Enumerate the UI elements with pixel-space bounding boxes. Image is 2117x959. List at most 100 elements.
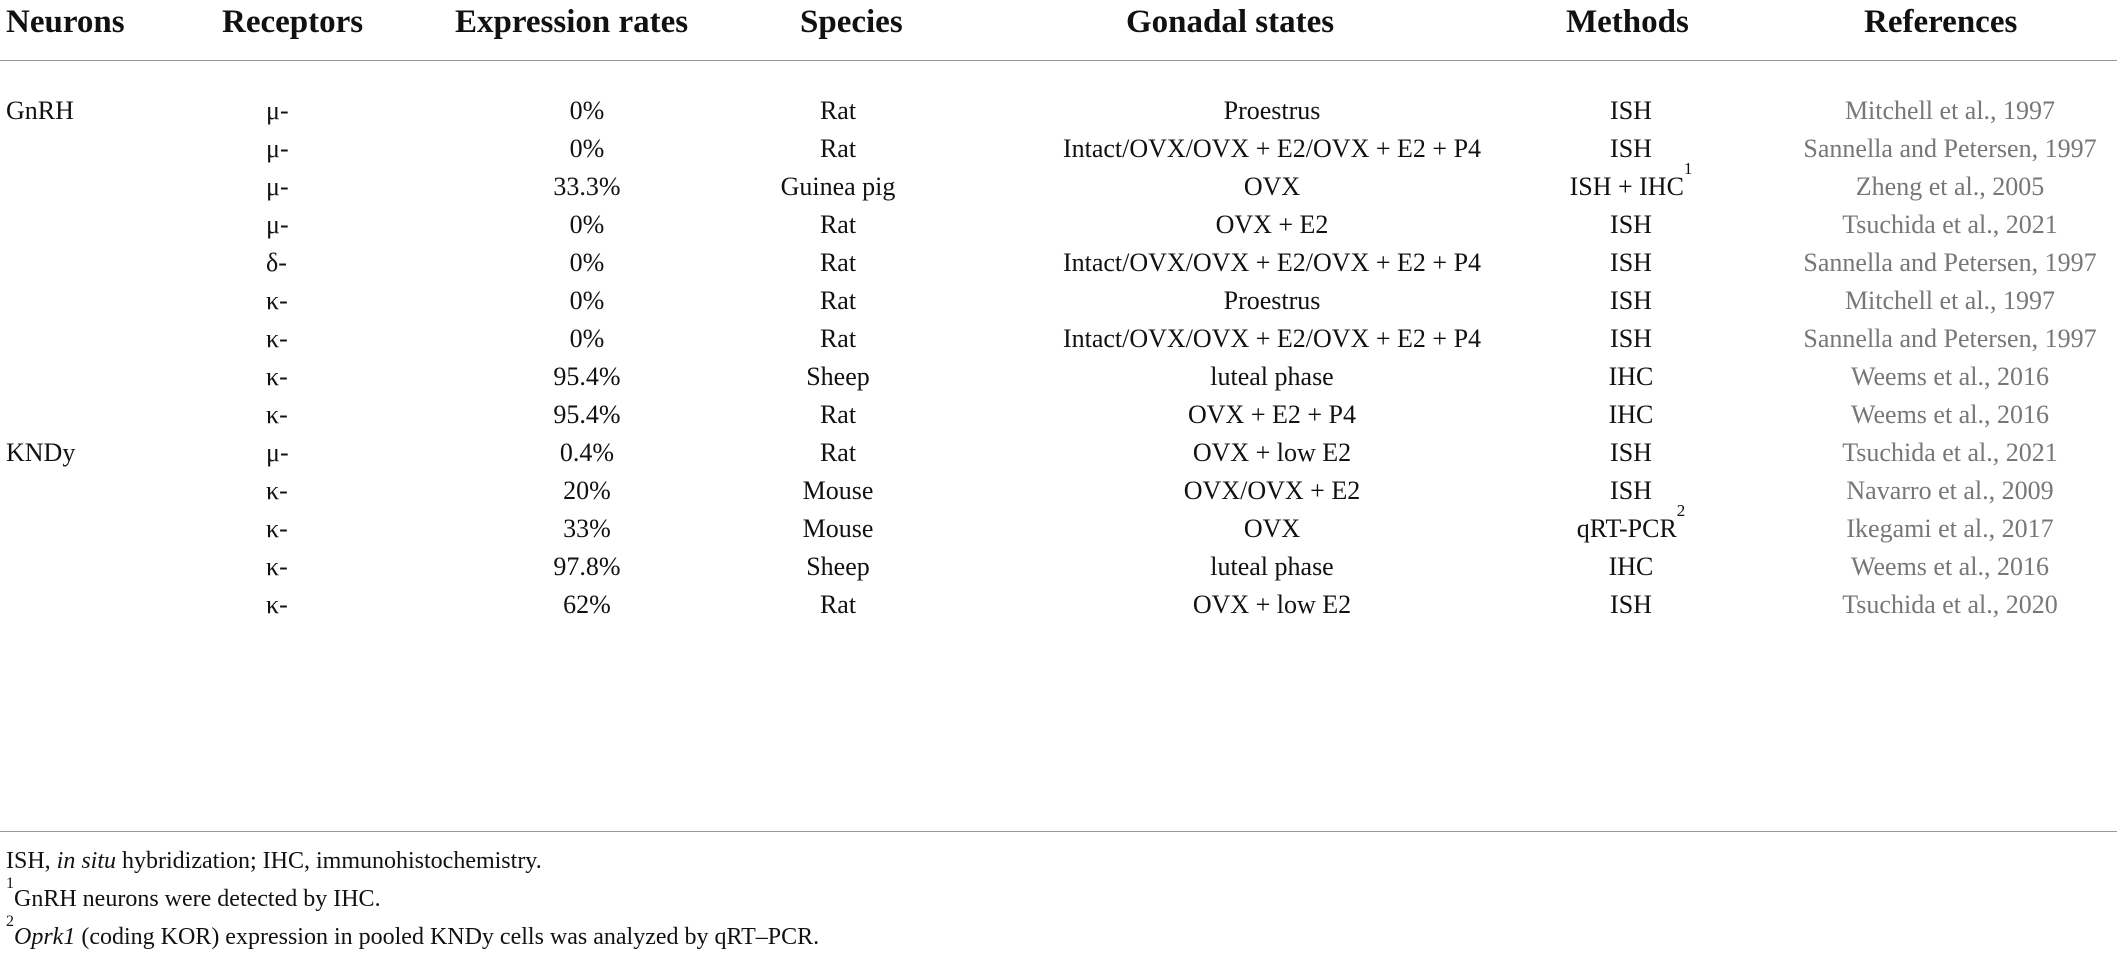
cell-reference[interactable]: Navarro et al., 2009 xyxy=(1846,476,2054,505)
cell-gonadal-state: OVX + low E2 xyxy=(1192,438,1352,467)
cell-receptor: μ- xyxy=(266,438,289,467)
table-row: κ- 33% Mouse OVX qRT-PCR2 Ikegami et al.… xyxy=(0,501,2117,555)
cell-method: ISH xyxy=(1610,237,1652,289)
method-text: ISH xyxy=(1610,286,1652,315)
footnote-1-text: GnRH neurons were detected by IHC. xyxy=(14,886,381,912)
cell-expression-rate: 0.4% xyxy=(559,438,615,467)
header-methods: Methods xyxy=(1566,4,1689,40)
method-text: ISH xyxy=(1610,476,1652,505)
cell-species: Rat xyxy=(819,286,857,315)
cell-expression-rate: 33% xyxy=(563,514,611,543)
cell-receptor: κ- xyxy=(266,476,288,505)
cell-species: Rat xyxy=(819,134,857,163)
cell-species: Mouse xyxy=(802,476,874,505)
cell-expression-rate: 0% xyxy=(569,134,605,163)
cell-expression-rate: 95.4% xyxy=(553,400,621,429)
table-row: δ- 0% Rat Intact/OVX/OVX + E2/OVX + E2 +… xyxy=(0,237,2117,289)
cell-species: Rat xyxy=(819,400,857,429)
table-row: κ- 97.8% Sheep luteal phase IHC Weems et… xyxy=(0,541,2117,593)
cell-reference[interactable]: Tsuchida et al., 2021 xyxy=(1842,438,2058,467)
cell-gonadal-state: Intact/OVX/OVX + E2/OVX + E2 + P4 xyxy=(1062,324,1482,353)
method-text: ISH xyxy=(1610,248,1652,277)
method-text: IHC xyxy=(1608,362,1654,391)
cell-reference[interactable]: Mitchell et al., 1997 xyxy=(1844,286,2056,315)
cell-gonadal-state: luteal phase xyxy=(1210,552,1334,581)
cell-expression-rate: 33.3% xyxy=(553,172,621,201)
cell-neuron: KNDy xyxy=(6,438,76,467)
cell-receptor: κ- xyxy=(266,400,288,429)
method-text: qRT-PCR xyxy=(1576,514,1677,543)
header-references: References xyxy=(1864,4,2018,40)
table-header: Neurons Receptors Expression rates Speci… xyxy=(0,0,2117,58)
cell-reference[interactable]: Sannella and Petersen, 1997 xyxy=(1803,248,2097,277)
method-text: ISH xyxy=(1610,324,1652,353)
table-bottom-rule xyxy=(0,831,2117,832)
method-text: ISH + IHC xyxy=(1569,172,1684,201)
cell-expression-rate: 0% xyxy=(569,248,605,277)
header-receptors: Receptors xyxy=(222,4,364,40)
cell-reference[interactable]: Sannella and Petersen, 1997 xyxy=(1803,324,2097,353)
table-row: GnRH μ- 0% Rat Proestrus ISH Mitchell et… xyxy=(0,85,2117,137)
cell-gonadal-state: OVX/OVX + E2 xyxy=(1183,476,1361,505)
cell-receptor: κ- xyxy=(266,286,288,315)
cell-method: ISH xyxy=(1610,123,1652,175)
table-row: μ- 0% Rat OVX + E2 ISH Tsuchida et al., … xyxy=(0,199,2117,251)
cell-species: Rat xyxy=(819,210,857,239)
cell-receptor: κ- xyxy=(266,324,288,353)
cell-reference[interactable]: Tsuchida et al., 2020 xyxy=(1842,590,2058,619)
footnote-2: 2Oprk1 (coding KOR) expression in pooled… xyxy=(6,914,820,956)
method-text: ISH xyxy=(1610,134,1652,163)
header-expression-rates: Expression rates xyxy=(455,4,689,40)
method-text: IHC xyxy=(1608,400,1654,429)
cell-reference[interactable]: Weems et al., 2016 xyxy=(1851,362,2049,391)
cell-expression-rate: 62% xyxy=(563,590,611,619)
cell-receptor: κ- xyxy=(266,552,288,581)
header-neurons: Neurons xyxy=(6,4,125,40)
cell-reference[interactable]: Ikegami et al., 2017 xyxy=(1846,514,2054,543)
cell-method: ISH xyxy=(1610,275,1652,327)
cell-gonadal-state: OVX + E2 xyxy=(1215,210,1329,239)
cell-reference[interactable]: Zheng et al., 2005 xyxy=(1855,172,2045,201)
header-divider xyxy=(0,60,2117,61)
abbrev-italic: in situ xyxy=(56,848,117,874)
abbrev-part-a: ISH, xyxy=(6,848,57,874)
cell-reference[interactable]: Tsuchida et al., 2021 xyxy=(1842,210,2058,239)
cell-neuron: GnRH xyxy=(6,96,74,125)
cell-gonadal-state: OVX xyxy=(1243,172,1301,201)
cell-species: Rat xyxy=(819,438,857,467)
table-row: κ- 0% Rat Intact/OVX/OVX + E2/OVX + E2 +… xyxy=(0,313,2117,365)
method-text: IHC xyxy=(1608,552,1654,581)
cell-reference[interactable]: Sannella and Petersen, 1997 xyxy=(1803,134,2097,163)
table-row: κ- 95.4% Sheep luteal phase IHC Weems et… xyxy=(0,351,2117,403)
cell-reference[interactable]: Mitchell et al., 1997 xyxy=(1844,96,2056,125)
method-text: ISH xyxy=(1610,210,1652,239)
footnote-abbreviations: ISH, in situ hybridization; IHC, immunoh… xyxy=(6,842,819,880)
cell-gonadal-state: Intact/OVX/OVX + E2/OVX + E2 + P4 xyxy=(1062,134,1482,163)
cell-gonadal-state: Proestrus xyxy=(1223,286,1321,315)
cell-species: Guinea pig xyxy=(780,172,896,201)
footnote-2-text: (coding KOR) expression in pooled KNDy c… xyxy=(75,924,820,950)
footnote-1: 1GnRH neurons were detected by IHC. xyxy=(6,876,819,918)
cell-method: ISH xyxy=(1610,199,1652,251)
cell-receptor: κ- xyxy=(266,590,288,619)
method-footnote-mark: 2 xyxy=(1676,501,1686,521)
table-row: κ- 62% Rat OVX + low E2 ISH Tsuchida et … xyxy=(0,579,2117,631)
cell-receptor: μ- xyxy=(266,172,289,201)
cell-species: Rat xyxy=(819,248,857,277)
method-footnote-mark: 1 xyxy=(1683,159,1693,179)
abbrev-part-b: hybridization; IHC, immunohistochemistry… xyxy=(116,848,542,874)
footnote-1-mark: 1 xyxy=(6,875,14,892)
cell-expression-rate: 20% xyxy=(563,476,611,505)
cell-reference[interactable]: Weems et al., 2016 xyxy=(1851,552,2049,581)
cell-gonadal-state: luteal phase xyxy=(1210,362,1334,391)
cell-reference[interactable]: Weems et al., 2016 xyxy=(1851,400,2049,429)
method-text: ISH xyxy=(1610,590,1652,619)
cell-species: Sheep xyxy=(806,552,870,581)
table-footnotes: ISH, in situ hybridization; IHC, immunoh… xyxy=(6,842,819,956)
cell-expression-rate: 0% xyxy=(569,286,605,315)
cell-expression-rate: 0% xyxy=(569,96,605,125)
table-row: KNDy μ- 0.4% Rat OVX + low E2 ISH Tsuchi… xyxy=(0,427,2117,479)
cell-method: ISH xyxy=(1610,579,1652,631)
table-row: κ- 0% Rat Proestrus ISH Mitchell et al.,… xyxy=(0,275,2117,327)
cell-method: qRT-PCR2 xyxy=(1576,501,1686,555)
